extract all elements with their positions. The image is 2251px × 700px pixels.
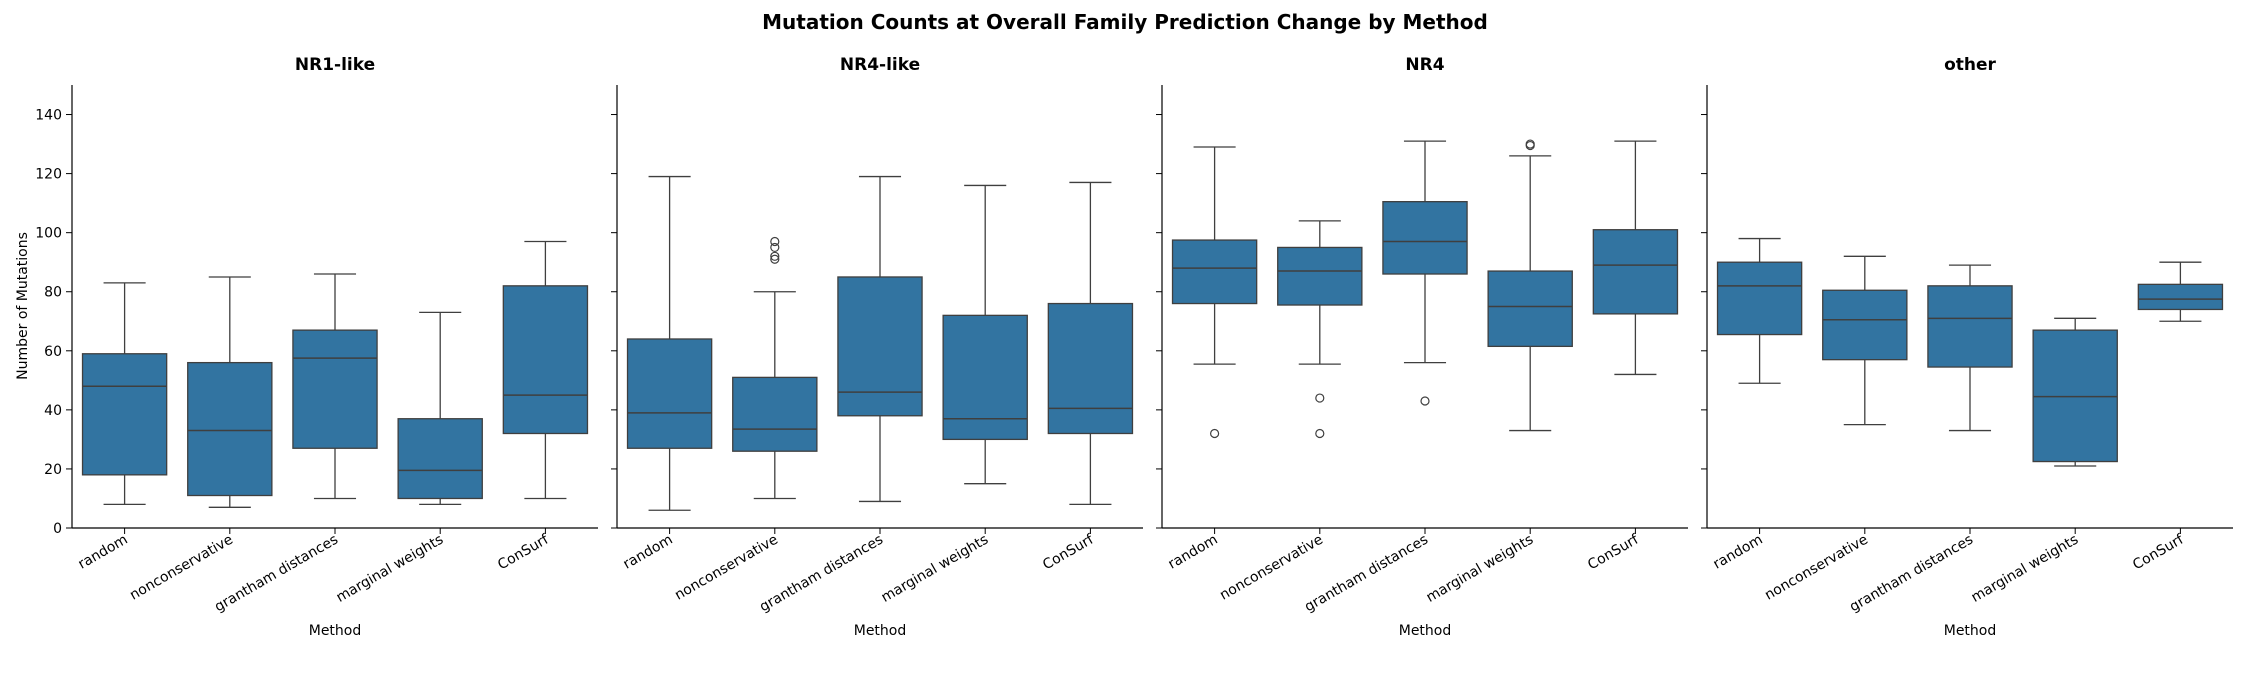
- x-tick-label: marginal weights: [1424, 532, 1537, 606]
- box-marginal-weights: [1487, 270, 1573, 348]
- panel-title: NR4-like: [840, 55, 920, 75]
- y-tick-label: 100: [35, 226, 62, 242]
- box-grantham-distances: [837, 276, 923, 417]
- x-axis-label: Method: [854, 623, 907, 639]
- x-tick-label: nonconservative: [672, 532, 781, 604]
- box-marginal-weights: [942, 314, 1028, 441]
- y-tick-label: 20: [44, 462, 62, 478]
- box-consurf: [502, 285, 589, 435]
- box-consurf: [2137, 283, 2224, 311]
- box-grantham-distances: [292, 329, 378, 449]
- outlier-point: [1315, 428, 1325, 439]
- outlier-point: [1525, 139, 1535, 149]
- x-tick-label: random: [621, 532, 676, 573]
- box-nonconservative: [1277, 246, 1363, 306]
- box-random: [626, 338, 713, 449]
- x-axis-label: Method: [309, 623, 362, 639]
- box-random: [81, 353, 168, 476]
- panel-title: other: [1944, 55, 1996, 75]
- outlier-point: [1315, 393, 1325, 403]
- x-tick-label: marginal weights: [334, 532, 447, 606]
- panels: NR1-like020406080100120140randomnonconse…: [35, 55, 2233, 639]
- outlier-point: [770, 254, 780, 264]
- x-tick-label: ConSurf: [1585, 531, 1642, 573]
- y-tick-label: 60: [44, 344, 62, 360]
- outlier-point: [1420, 396, 1430, 406]
- y-axis-label: Number of Mutations: [15, 232, 31, 380]
- y-tick-label: 140: [35, 108, 62, 124]
- box-nonconservative: [1822, 289, 1908, 361]
- outlier-point: [770, 242, 780, 253]
- x-tick-label: nonconservative: [127, 532, 236, 604]
- x-tick-label: random: [1166, 532, 1221, 573]
- x-axis-label: Method: [1399, 623, 1452, 639]
- x-tick-label: random: [1711, 532, 1766, 573]
- outlier-point: [770, 236, 780, 247]
- y-tick-label: 40: [44, 403, 62, 419]
- x-tick-label: random: [76, 532, 131, 573]
- x-tick-label: ConSurf: [495, 531, 552, 573]
- panel-nr1-like: NR1-like 0 20 40 60 80 100 120 140 randomnonconse…: [35, 55, 598, 639]
- box-nonconservative: [732, 376, 818, 452]
- panel-title: NR1-like: [295, 55, 375, 75]
- outlier-point: [1209, 428, 1220, 439]
- box-consurf: [1047, 302, 1134, 435]
- y-tick-label: 80: [44, 285, 62, 301]
- outlier-point: [770, 251, 780, 261]
- box-nonconservative: [187, 361, 273, 497]
- x-tick-label: nonconservative: [1762, 532, 1871, 604]
- x-tick-label: ConSurf: [1040, 531, 1097, 573]
- box-random: [1171, 239, 1258, 305]
- x-axis-label: Method: [1944, 623, 1997, 639]
- x-tick-label: marginal weights: [879, 532, 992, 606]
- box-marginal-weights: [397, 418, 483, 500]
- x-tick-label: marginal weights: [1969, 532, 2082, 606]
- panel-title: NR4: [1405, 55, 1444, 75]
- x-tick-label: ConSurf: [2130, 531, 2187, 573]
- y-tick-label: 120: [35, 167, 62, 183]
- box-consurf: [1592, 229, 1679, 315]
- box-random: [1716, 261, 1803, 336]
- y-tick-label: 0: [53, 521, 62, 537]
- x-tick-label: nonconservative: [1217, 532, 1326, 604]
- box-grantham-distances: [1927, 285, 2013, 368]
- chart-title: Mutation Counts at Overall Family Predic…: [762, 10, 1488, 34]
- box-grantham-distances: [1382, 201, 1468, 275]
